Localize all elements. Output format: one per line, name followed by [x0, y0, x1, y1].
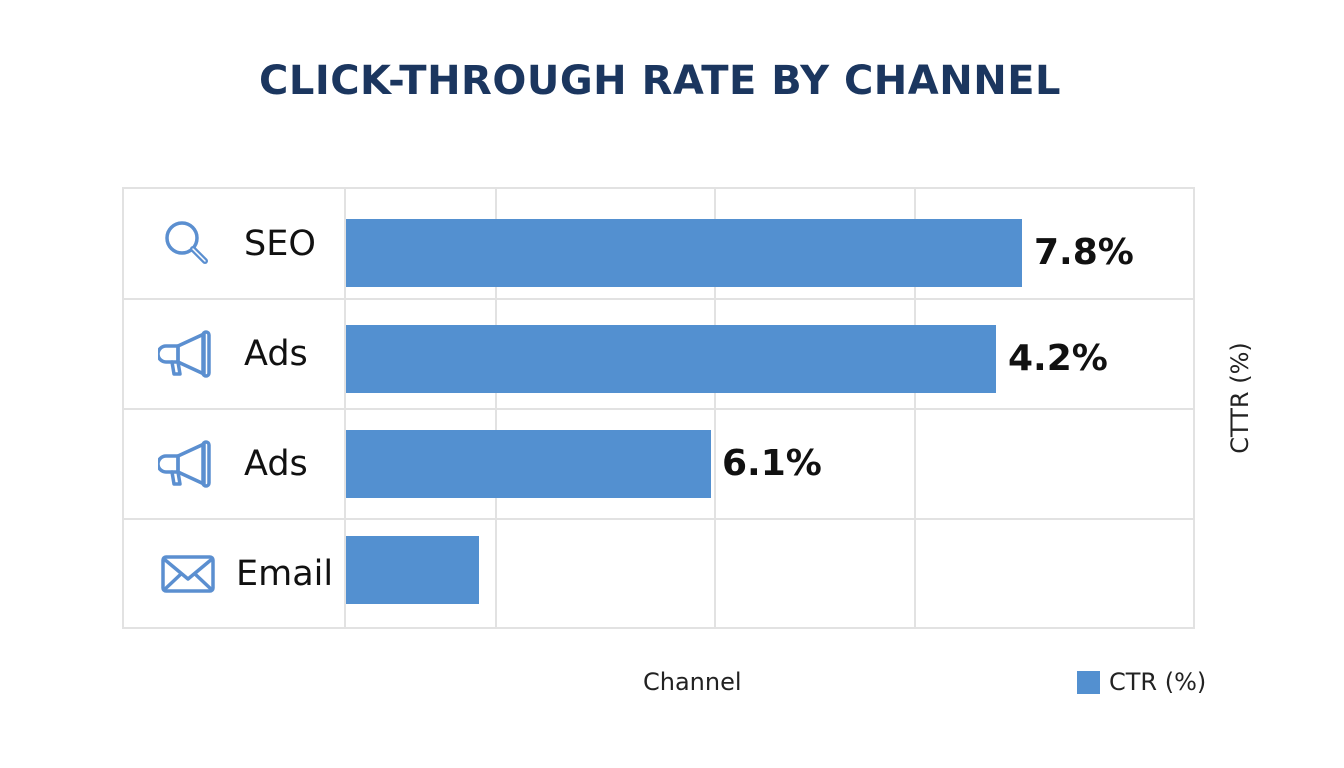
bar-ads-1[interactable] [346, 325, 996, 393]
bar-email[interactable] [346, 536, 479, 604]
envelope-icon [158, 544, 218, 604]
plot-area: SEO 7.8% Ads 4.2% Ads 6.1% [122, 187, 1195, 629]
category-text: Ads [244, 444, 308, 484]
value-label-ads-2: 6.1% [722, 443, 822, 484]
row-divider [124, 408, 1193, 410]
category-text: SEO [244, 224, 316, 264]
row-divider [124, 518, 1193, 520]
bar-ads-2[interactable] [346, 430, 711, 498]
megaphone-icon [158, 434, 218, 494]
category-label-email: Email [124, 519, 346, 629]
legend: CTR (%) [1077, 668, 1206, 696]
category-label-ads: Ads [124, 299, 346, 409]
category-text: Ads [244, 334, 308, 374]
category-label-ads: Ads [124, 409, 346, 519]
legend-swatch [1077, 670, 1100, 694]
value-label-ads-1: 4.2% [1008, 338, 1108, 379]
category-text: Email [236, 554, 334, 594]
x-axis-title: Channel [643, 668, 742, 696]
search-icon [158, 214, 218, 274]
y-axis-title: CTTR (%) [1226, 342, 1254, 454]
value-label-seo: 7.8% [1034, 232, 1134, 273]
bar-seo[interactable] [346, 219, 1022, 287]
legend-label: CTR (%) [1109, 668, 1207, 696]
chart-title: CLICK-THROUGH RATE BY CHANNEL [258, 58, 1062, 104]
row-divider [124, 298, 1193, 300]
category-label-seo: SEO [124, 189, 346, 299]
megaphone-icon [158, 324, 218, 384]
